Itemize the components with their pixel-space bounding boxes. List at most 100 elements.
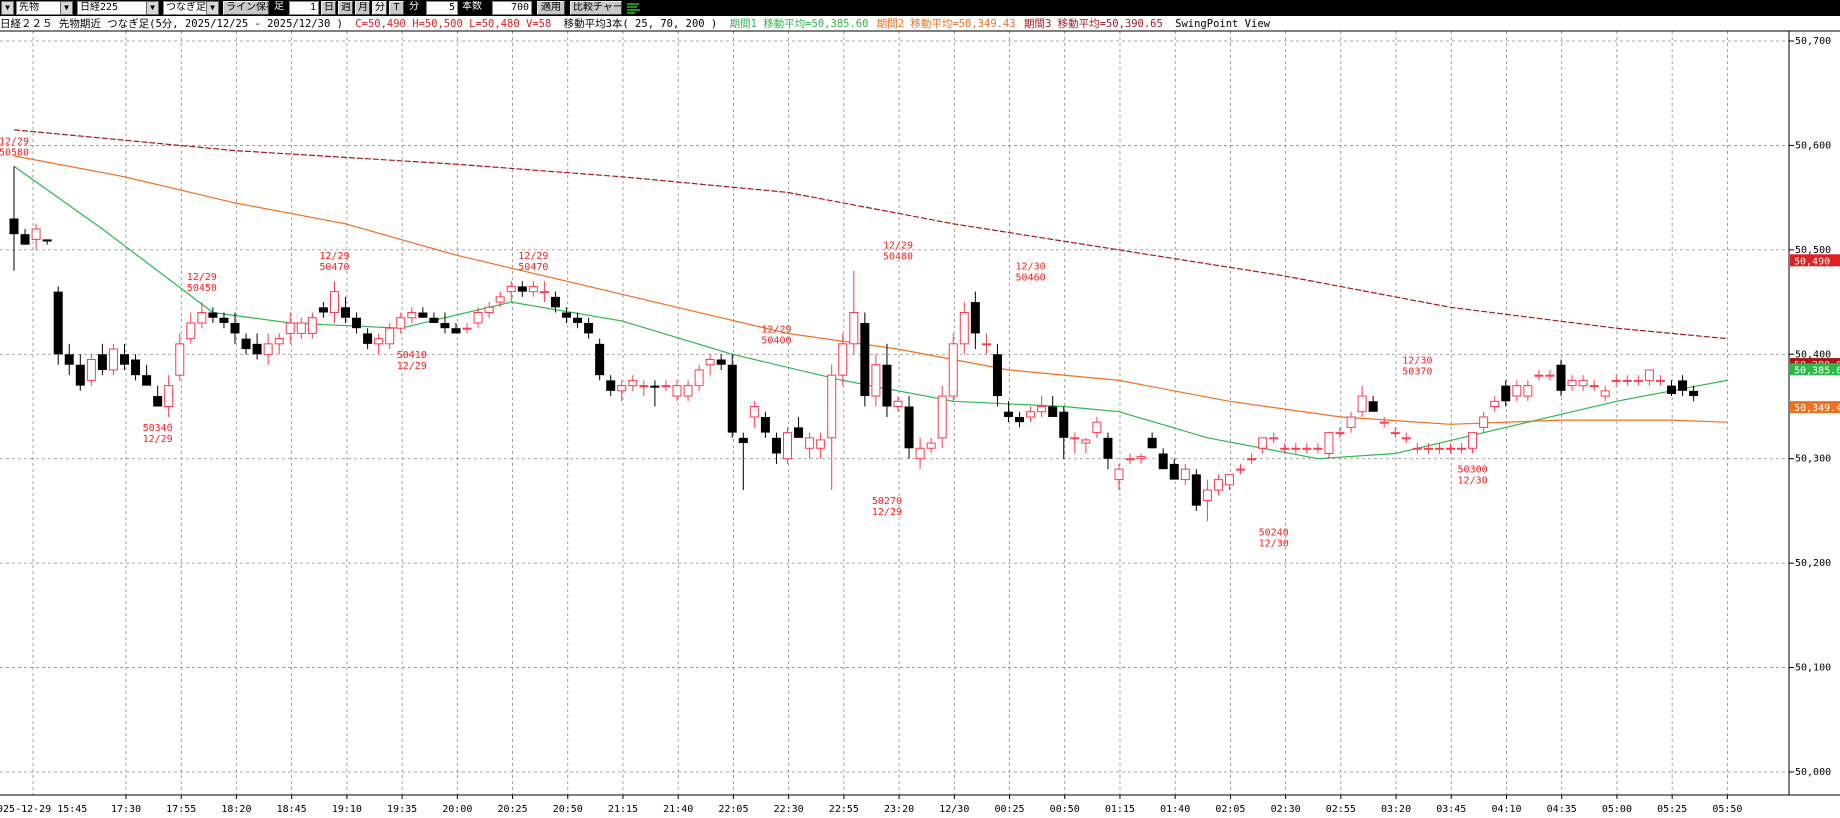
candle-body[interactable] [1346,416,1356,428]
candle-body[interactable] [64,354,74,365]
candle-body[interactable] [738,437,748,444]
candle-body[interactable] [617,385,627,392]
candle-body[interactable] [1092,421,1102,434]
candle-body[interactable] [1324,432,1334,454]
candle-body[interactable] [573,317,583,323]
candle-body[interactable] [1158,453,1168,470]
count-input[interactable]: 700 [492,1,532,15]
week-button[interactable]: 週 [338,1,353,15]
candle-body[interactable] [120,354,129,365]
candle-body[interactable] [230,322,240,334]
candle-body[interactable] [1247,458,1257,461]
candle-body[interactable] [1291,447,1301,450]
candle-body[interactable] [108,348,118,371]
symbol-dropdown-icon[interactable]: ▼ [146,1,159,15]
candle-body[interactable] [1269,437,1279,440]
candle-body[interactable] [771,437,781,454]
candle-body[interactable] [396,317,406,329]
candle-body[interactable] [495,296,505,303]
candle-body[interactable] [1236,468,1246,471]
candle-body[interactable] [794,427,804,438]
candle-body[interactable] [539,291,549,294]
candle-body[interactable] [307,317,317,334]
candle-body[interactable] [1225,473,1234,486]
candle-body[interactable] [263,343,273,355]
candle-body[interactable] [1103,437,1113,459]
candle-body[interactable] [760,416,770,433]
menu-dropdown-icon[interactable]: ▼ [1,1,14,15]
candle-body[interactable] [1180,468,1190,481]
compare-chart-button[interactable]: 比較チャート [570,1,622,15]
category-dropdown-icon[interactable]: ▼ [60,1,73,15]
candle-body[interactable] [871,364,881,397]
candle-body[interactable] [186,322,196,340]
candle-body[interactable] [838,343,848,376]
candle-body[interactable] [948,343,958,397]
day-button[interactable]: 日 [321,1,336,15]
candle-body[interactable] [1048,406,1058,417]
candle-body[interactable] [1037,406,1047,413]
candle-body[interactable] [42,239,52,242]
candle-body[interactable] [352,317,362,329]
candle-body[interactable] [1534,374,1544,377]
candle-body[interactable] [1501,385,1511,402]
candle-body[interactable] [1026,411,1036,418]
candle-body[interactable] [893,400,903,407]
candle-body[interactable] [1379,421,1389,424]
candle-body[interactable] [53,291,63,355]
apply-button[interactable]: 適用 [537,1,565,15]
candle-body[interactable] [915,447,925,460]
candle-body[interactable] [1258,437,1268,449]
candle-body[interactable] [462,327,472,330]
candle-body[interactable] [849,312,859,345]
chart-kind-dropdown-icon[interactable]: ▼ [206,1,219,15]
candle-body[interactable] [1313,447,1323,450]
candle-body[interactable] [783,432,792,460]
candle-body[interactable] [418,312,428,318]
candle-body[interactable] [274,338,284,345]
candle-body[interactable] [705,359,715,366]
candle-body[interactable] [937,395,947,439]
period-input[interactable]: 1 [289,1,319,15]
candle-body[interactable] [241,338,251,350]
candle-body[interactable] [75,364,85,386]
candle-body[interactable] [1015,416,1025,423]
candle-body[interactable] [1446,447,1455,450]
candle-body[interactable] [20,234,30,245]
candle-body[interactable] [606,380,616,391]
candle-body[interactable] [1280,447,1290,450]
candle-body[interactable] [1490,400,1500,407]
candle-body[interactable] [694,369,704,387]
candle-body[interactable] [363,333,373,344]
candle-body[interactable] [1567,379,1577,387]
candle-body[interactable] [1114,468,1124,481]
candle-body[interactable] [1059,411,1069,438]
candle-body[interactable] [816,439,826,449]
candle-body[interactable] [86,359,96,381]
candle-body[interactable] [1125,458,1135,461]
candle-body[interactable] [1589,385,1599,388]
candle-body[interactable] [805,437,815,449]
candle-body[interactable] [1523,385,1533,397]
candle-body[interactable] [1622,379,1632,382]
candle-body[interactable] [1401,437,1411,440]
candle-body[interactable] [484,306,494,314]
candle-body[interactable] [595,343,605,376]
candle-body[interactable] [1556,364,1566,391]
candle-body[interactable] [318,307,328,313]
candle-body[interactable] [1368,401,1378,412]
minute-button[interactable]: 分 [372,1,387,15]
candle-body[interactable] [1611,379,1621,382]
candle-body[interactable] [1468,432,1478,449]
candle-body[interactable] [628,379,638,387]
candle-body[interactable] [1457,447,1467,450]
month-button[interactable]: 月 [355,1,370,15]
candle-body[interactable] [1689,390,1699,397]
candle-body[interactable] [1512,385,1522,397]
candle-body[interactable] [208,312,218,318]
candle-body[interactable] [1191,474,1201,506]
chart-kind-select[interactable]: つなぎ足 [163,1,218,15]
candle-body[interactable] [506,285,516,293]
candle-body[interactable] [296,322,306,334]
minute-input[interactable]: 5 [426,1,458,15]
